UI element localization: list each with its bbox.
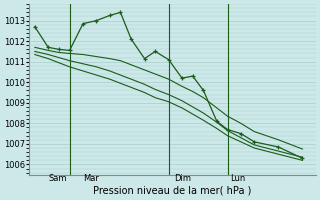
X-axis label: Pression niveau de la mer( hPa ): Pression niveau de la mer( hPa ) — [93, 186, 252, 196]
Text: Sam: Sam — [48, 174, 67, 183]
Text: Lun: Lun — [230, 174, 245, 183]
Text: Mar: Mar — [83, 174, 99, 183]
Text: Dim: Dim — [174, 174, 191, 183]
